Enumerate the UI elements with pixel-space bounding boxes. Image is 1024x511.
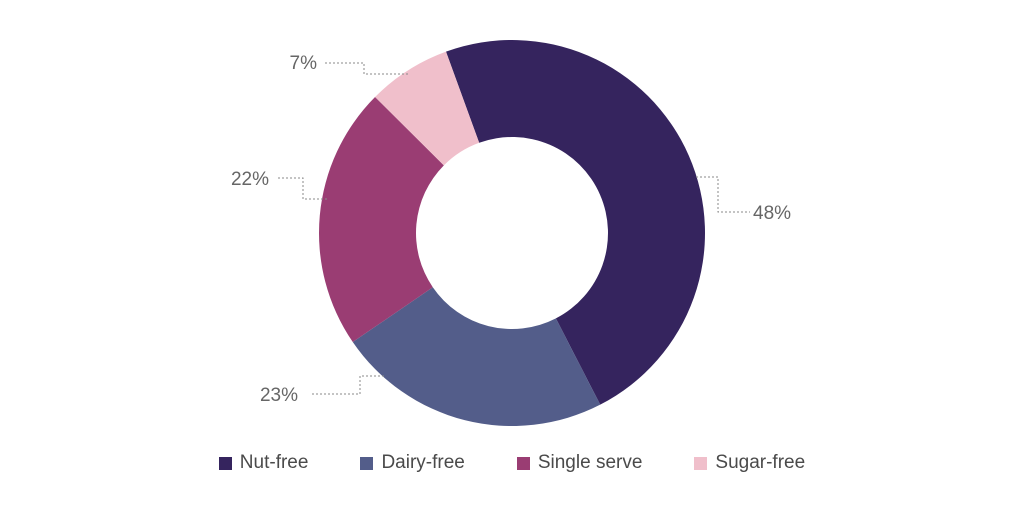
legend-item-dairy-free: Dairy-free	[360, 452, 465, 474]
data-label-single-serve: 22%	[231, 169, 269, 190]
legend-label-dairy-free: Dairy-free	[381, 452, 465, 473]
legend-swatch-dairy-free	[360, 456, 374, 470]
legend-swatch-single-serve	[516, 456, 530, 470]
legend: Nut-free Dairy-free Single serve Sugar-f…	[0, 452, 1024, 474]
legend-label-nut-free: Nut-free	[239, 452, 309, 473]
leader-line-nut-free	[696, 176, 750, 213]
legend-swatch-nut-free	[218, 456, 232, 470]
slice-sugar-free	[375, 51, 480, 166]
legend-item-nut-free: Nut-free	[218, 452, 309, 474]
legend-label-sugar-free: Sugar-free	[715, 452, 806, 473]
data-label-dairy-free: 23%	[260, 385, 298, 406]
data-label-nut-free: 48%	[753, 203, 791, 224]
leader-line-dairy-free	[312, 375, 384, 395]
legend-label-single-serve: Single serve	[537, 452, 643, 473]
legend-swatch-sugar-free	[694, 456, 708, 470]
slice-nut-free	[445, 40, 705, 405]
slice-single-serve	[318, 97, 444, 343]
donut-slices	[318, 40, 705, 427]
legend-item-single-serve: Single serve	[516, 452, 643, 474]
leader-lines	[278, 62, 750, 395]
data-labels: 48% 23% 22% 7%	[231, 53, 791, 406]
leader-line-sugar-free	[324, 62, 408, 75]
data-label-sugar-free: 7%	[290, 53, 318, 74]
leader-line-single-serve	[278, 177, 327, 200]
legend-item-sugar-free: Sugar-free	[694, 452, 805, 474]
slice-dairy-free	[352, 287, 601, 427]
